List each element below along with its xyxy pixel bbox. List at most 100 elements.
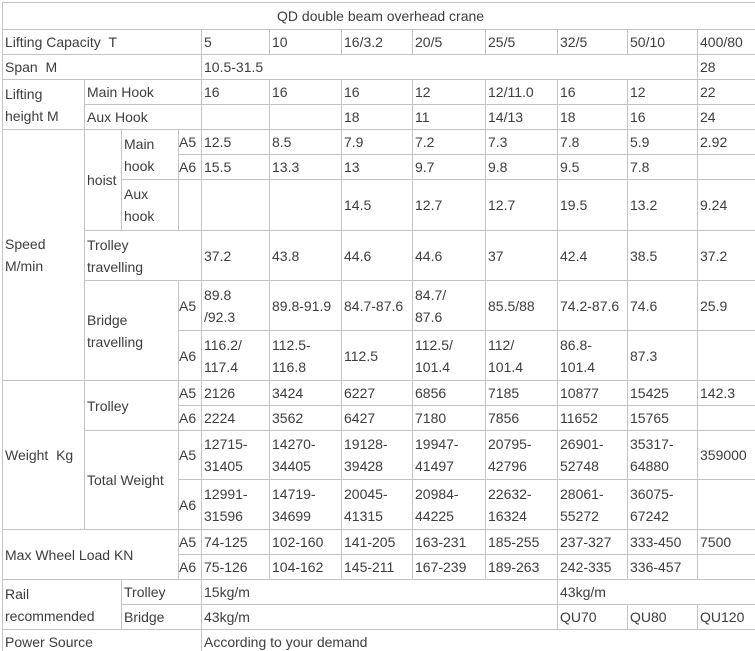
wheel-load-value: 189-263 <box>485 554 558 580</box>
span-value-last: 28 <box>696 54 755 80</box>
trolley-speed-value: 37 <box>485 230 558 281</box>
total-weight-value: 20984- 44225 <box>412 479 486 530</box>
total-weight-value: 36075- 67242 <box>627 479 698 530</box>
trolley-weight-value: 7856 <box>485 405 558 431</box>
duty-class-label: A6 <box>178 479 202 530</box>
trolley-weight-value: 6227 <box>341 380 413 406</box>
duty-class-label: A5 <box>178 430 202 480</box>
trolley-weight-value: 10877 <box>557 380 628 406</box>
trolley-weight-value <box>696 405 755 431</box>
hoist-speed-value: 9.8 <box>485 154 558 180</box>
wheel-load-value <box>696 554 755 580</box>
aux-hook-value: 14/13 <box>485 104 558 130</box>
wheel-load-value: 104-162 <box>269 554 342 580</box>
total-weight-value: 35317- 64880 <box>627 430 698 480</box>
table-row: A6 2224 3562 6427 7180 7856 11652 15765 <box>3 405 755 431</box>
rail-bridge-value: QU70 <box>557 604 628 630</box>
table-row: Max Wheel Load KN A5 74-125 102-160 141-… <box>2 529 755 580</box>
wheel-load-value: 141-205 <box>341 529 413 555</box>
capacity-value: 10 <box>269 29 342 55</box>
hoist-speed-value: 7.8 <box>627 154 698 180</box>
duty-class-label: A5 <box>178 380 202 406</box>
bridge-speed-value: 112.5 <box>341 330 413 381</box>
bridge-speed-value: 87.3 <box>627 330 698 381</box>
aux-hook-value: 18 <box>557 104 628 130</box>
duty-class-label: A6 <box>178 554 202 580</box>
hoist-speed-value: 14.5 <box>341 179 413 231</box>
wheel-load-value: 7500 <box>696 529 755 555</box>
trolley-weight-value: 15765 <box>627 405 698 431</box>
total-weight-value: 22632- 16324 <box>485 479 558 530</box>
bridge-speed-value: 74.6 <box>627 280 698 331</box>
hoist-speed-value: 13 <box>341 154 413 180</box>
table-row: Speed M/min hoist Main hook A5 12.5 8.5 … <box>2 129 755 381</box>
span-value: 10.5-31.5 <box>201 54 698 80</box>
capacity-value: 32/5 <box>557 29 628 55</box>
table-row: Aux Hook 18 11 14/13 18 16 24 <box>3 104 755 130</box>
capacity-value: 16/3.2 <box>341 29 413 55</box>
trolley-speed-value: 43.8 <box>269 230 342 281</box>
table-row: Weight Kg Trolley A5 2126 3424 6227 6856… <box>2 380 755 530</box>
max-wheel-load-label: Max Wheel Load KN <box>2 529 179 580</box>
hoist-speed-value: 7.9 <box>341 129 413 155</box>
trolley-travelling-label: Trolley travelling <box>84 230 202 281</box>
capacity-value: 400/80 <box>696 29 755 55</box>
capacity-value: 25/5 <box>485 29 558 55</box>
table-row: A6 116.2/ 117.4 112.5- 116.8 112.5 112.5… <box>3 330 755 381</box>
wheel-load-value: 102-160 <box>269 529 342 555</box>
total-weight-value: 19128- 39428 <box>341 430 413 480</box>
trolley-weight-value: 7185 <box>485 380 558 406</box>
trolley-speed-value: 37.2 <box>696 230 755 281</box>
table-row: Lifting height M Main Hook 16 16 16 12 1… <box>2 79 755 130</box>
hoist-speed-value: 12.7 <box>412 179 486 231</box>
trolley-speed-value: 44.6 <box>412 230 486 281</box>
hoist-speed-value <box>696 154 755 180</box>
total-weight-value: 14270- 34405 <box>269 430 342 480</box>
total-weight-value: 28061- 55272 <box>557 479 628 530</box>
bridge-speed-value: 112.5/ 101.4 <box>412 330 486 381</box>
wheel-load-value: 74-125 <box>201 529 270 555</box>
hoist-speed-value: 13.2 <box>627 179 698 231</box>
hoist-speed-value: 13.3 <box>269 154 342 180</box>
main-hook-label: Main Hook <box>84 79 202 105</box>
table-row: A6 75-126 104-162 145-211 167-239 189-26… <box>3 554 755 580</box>
bridge-speed-value: 112.5- 116.8 <box>269 330 342 381</box>
table-row: Lifting Capacity T 5 10 16/3.2 20/5 25/5… <box>2 29 755 55</box>
hoist-speed-value: 7.2 <box>412 129 486 155</box>
bridge-speed-value: 74.2-87.6 <box>557 280 628 331</box>
hoist-speed-value: 19.5 <box>557 179 628 231</box>
trolley-weight-value: 3424 <box>269 380 342 406</box>
wheel-load-value: 185-255 <box>485 529 558 555</box>
main-hook-value: 12/11.0 <box>485 79 558 105</box>
trolley-speed-value: 44.6 <box>341 230 413 281</box>
hoist-main-hook-label: Main hook <box>121 129 179 180</box>
main-hook-value: 16 <box>341 79 413 105</box>
wheel-load-value: 333-450 <box>627 529 698 555</box>
table-title: QD double beam overhead crane <box>1 2 755 30</box>
trolley-weight-value: 7180 <box>412 405 486 431</box>
total-weight-value: 20045- 41315 <box>341 479 413 530</box>
trolley-weight-value: 3562 <box>269 405 342 431</box>
rail-bridge-value: 43kg/m <box>201 604 558 630</box>
trolley-weight-value: 2126 <box>201 380 270 406</box>
total-weight-value: 19947- 41497 <box>412 430 486 480</box>
hoist-speed-value: 9.5 <box>557 154 628 180</box>
trolley-speed-value: 42.4 <box>557 230 628 281</box>
aux-hook-value: 18 <box>341 104 413 130</box>
empty-cell <box>178 179 202 231</box>
bridge-speed-value: 84.7-87.6 <box>341 280 413 331</box>
capacity-value: 50/10 <box>627 29 698 55</box>
bridge-travelling-label: Bridge travelling <box>84 280 179 381</box>
bridge-speed-value: 85.5/88 <box>485 280 558 331</box>
trolley-speed-value: 38.5 <box>627 230 698 281</box>
bridge-speed-value: 89.8-91.9 <box>269 280 342 331</box>
hoist-speed-value: 15.5 <box>201 154 270 180</box>
duty-class-label: A5 <box>178 529 202 555</box>
rail-trolley-value: 15kg/m <box>201 579 558 605</box>
rail-row-label: Rail recommended <box>2 579 122 630</box>
aux-hook-value: 16 <box>627 104 698 130</box>
duty-class-label: A6 <box>178 330 202 381</box>
duty-class-label: A5 <box>178 280 202 331</box>
bridge-speed-value: 112/ 101.4 <box>485 330 558 381</box>
capacity-value: 20/5 <box>412 29 486 55</box>
